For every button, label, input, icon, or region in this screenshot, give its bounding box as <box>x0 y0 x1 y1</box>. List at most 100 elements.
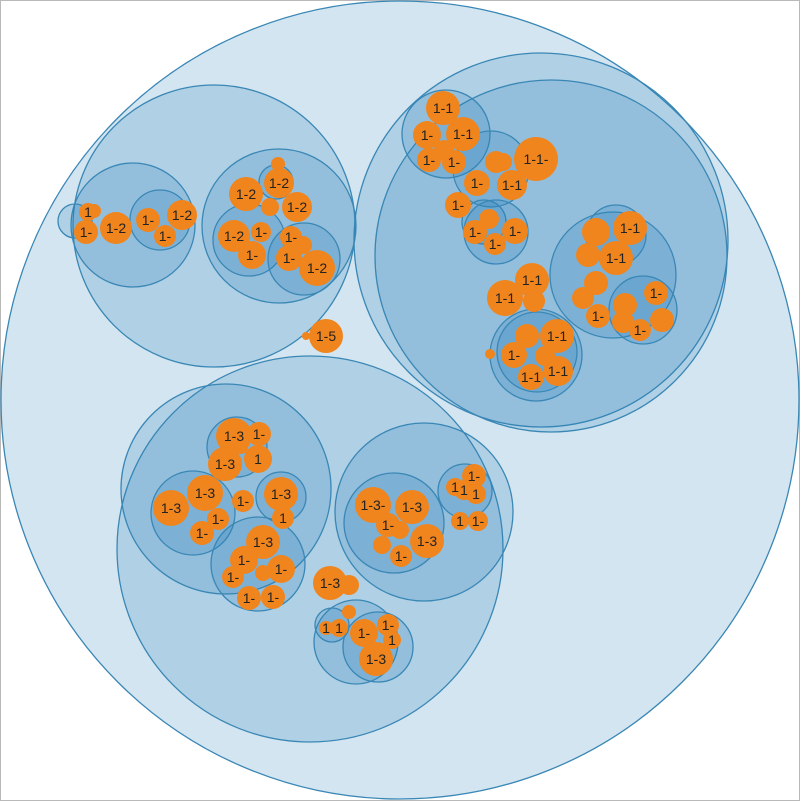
leaf-circle <box>395 490 429 524</box>
leaf-label: 1- <box>253 426 266 442</box>
leaf-circle <box>445 192 471 218</box>
leaf-circle <box>485 349 495 359</box>
leaf-circle <box>319 621 333 635</box>
leaf-label: 1- <box>243 590 256 606</box>
leaf-circle <box>342 605 356 619</box>
leaf-label: 1- <box>592 308 605 324</box>
leaf-circle <box>355 487 391 523</box>
leaf-label: 1 <box>84 204 92 220</box>
leaf-circle <box>612 311 634 333</box>
leaf-circle <box>446 117 480 151</box>
leaf-circle <box>613 211 647 245</box>
leaf-circle <box>523 290 545 312</box>
leaf-label: 1- <box>471 175 484 191</box>
leaf-label: 1- <box>468 468 481 484</box>
leaf-circle <box>74 220 98 244</box>
leaf-label: 1- <box>508 347 521 363</box>
leaf-label: 1-3 <box>215 456 235 472</box>
leaf-circle <box>264 168 294 198</box>
leaf-circle <box>629 319 651 341</box>
leaf-label: 1-1- <box>524 151 549 167</box>
leaf-circle <box>377 614 399 636</box>
leaf-circle <box>294 236 312 254</box>
leaf-label: 1 <box>279 510 287 526</box>
leaf-label: 1- <box>472 513 485 529</box>
leaf-layer <box>74 91 674 676</box>
leaf-circle <box>515 324 539 348</box>
leaf-label: 1 <box>322 620 330 636</box>
leaf-circle <box>582 218 610 246</box>
leaf-circle <box>442 150 466 174</box>
leaf-label: 1 <box>335 620 343 636</box>
leaf-label: 1 <box>388 632 396 648</box>
leaf-circle <box>136 208 160 232</box>
leaf-label: 1-2 <box>106 220 126 236</box>
leaf-circle <box>613 293 637 317</box>
leaf-label: 1- <box>358 625 371 641</box>
leaf-label: 1-3 <box>366 651 386 667</box>
leaf-label: 1- <box>448 154 461 170</box>
leaf-circle <box>272 507 294 529</box>
leaf-label: 1- <box>452 197 465 213</box>
leaf-label: 1-3 <box>320 575 340 591</box>
leaf-circle <box>218 220 250 252</box>
leaf-label: 1- <box>275 561 288 577</box>
leaf-circle <box>167 200 197 230</box>
leaf-label: 1-1 <box>453 126 473 142</box>
leaf-label: 1-2 <box>269 175 289 191</box>
leaf-label: 1- <box>237 493 250 509</box>
leaf-label: 1-3 <box>161 500 181 516</box>
leaf-label: 1- <box>423 152 436 168</box>
leaf-label: 1 <box>460 482 468 498</box>
leaf-circle <box>238 241 266 269</box>
leaf-circle <box>229 177 263 211</box>
leaf-label: 1- <box>509 223 522 239</box>
leaf-circle <box>232 490 254 512</box>
leaf-circle <box>244 445 272 473</box>
leaf-circle <box>302 332 310 340</box>
leaf-circle <box>479 209 499 229</box>
leaf-circle <box>309 319 343 353</box>
leaf-circle <box>501 342 527 368</box>
leaf-label: 1- <box>246 247 259 263</box>
leaf-label: 1- <box>382 517 395 533</box>
leaf-circle <box>359 642 393 676</box>
leaf-circle <box>417 148 441 172</box>
leaf-circle <box>246 525 280 559</box>
leaf-circle <box>87 204 101 218</box>
leaf-circle <box>413 121 441 149</box>
leaf-circle <box>264 477 298 511</box>
leaf-label: 1- <box>142 212 155 228</box>
leaf-circle <box>515 263 549 297</box>
leaf-label: 1-3 <box>195 485 215 501</box>
leaf-circle <box>251 222 271 242</box>
leaf-circle <box>540 319 574 353</box>
leaf-label: 1-3 <box>271 486 291 502</box>
leaf-label: 1- <box>212 511 225 527</box>
leaf-circle <box>313 566 347 600</box>
leaf-label: 1-3 <box>253 534 273 550</box>
leaf-circle <box>463 220 487 244</box>
leaf-circle <box>468 511 488 531</box>
leaf-label: 1- <box>489 236 502 252</box>
leaf-circle <box>487 280 523 316</box>
leaf-circle <box>650 308 674 332</box>
leaf-circle <box>267 555 295 583</box>
leaf-label: 1-3- <box>361 497 386 513</box>
leaf-label: 1- <box>196 525 209 541</box>
leaf-circle <box>518 364 544 390</box>
leaf-label: 1- <box>469 224 482 240</box>
leaf-circle <box>237 586 261 610</box>
leaf-circle <box>299 250 335 286</box>
leaf-circle <box>383 631 401 649</box>
leaf-circle <box>247 422 271 446</box>
leaf-circle <box>484 233 506 255</box>
leaf-circle <box>190 521 214 545</box>
leaf-label: 1- <box>283 250 296 266</box>
leaf-circle <box>451 512 469 530</box>
leaf-circle <box>644 281 668 305</box>
leaf-label: 1-1 <box>620 220 640 236</box>
leaf-label: 1- <box>634 322 647 338</box>
leaf-circle <box>497 170 527 200</box>
